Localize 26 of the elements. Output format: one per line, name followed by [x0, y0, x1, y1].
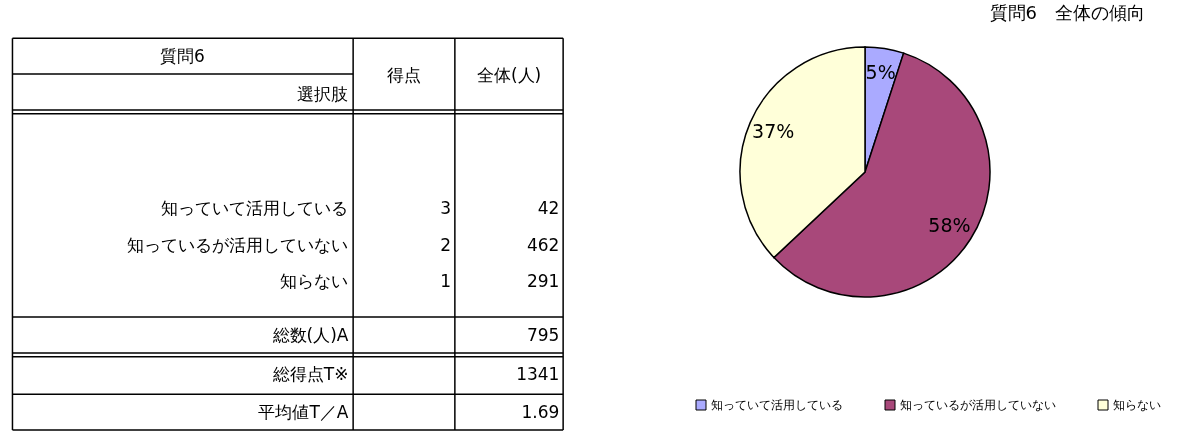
legend-label: 知っているが活用していない — [900, 398, 1056, 412]
text: 知っていて活用している — [161, 197, 349, 218]
text: 2 — [440, 234, 452, 255]
text: 総得点T※ — [271, 363, 349, 384]
chart-title: 質問6 全体の傾向 — [989, 2, 1145, 23]
text: 291 — [526, 271, 560, 292]
text: 全体(人) — [476, 64, 542, 85]
text: 1.69 — [521, 402, 560, 423]
text: 選択肢 — [297, 83, 349, 104]
legend-label: 知らない — [1113, 398, 1161, 412]
text: 42 — [537, 197, 560, 218]
text: 得点 — [387, 64, 422, 85]
text: 1341 — [516, 363, 560, 384]
data-label: 58% — [928, 213, 971, 236]
text: 1 — [440, 271, 452, 292]
legend-label: 知っていて活用している — [711, 398, 843, 412]
text: 3 — [440, 197, 452, 218]
text: 462 — [526, 234, 560, 255]
text: 知っているが活用していない — [127, 234, 349, 255]
data-label: 5% — [865, 61, 896, 84]
text: 総数(人)A — [271, 324, 349, 345]
text: 795 — [526, 324, 560, 345]
data-label: 37% — [752, 120, 795, 143]
text: 知らない — [280, 271, 349, 292]
text: 質問6 — [159, 46, 205, 67]
text: 平均値T／A — [258, 402, 349, 423]
